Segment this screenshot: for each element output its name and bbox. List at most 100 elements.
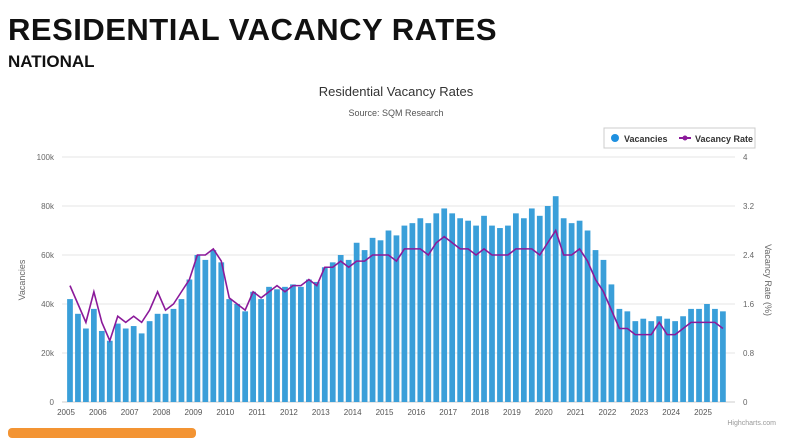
vacancy-rate-line	[69, 228, 724, 344]
vacancies-bar	[98, 330, 105, 402]
axes: 0 0 20k 0.8 40k 1.6 60k 2.4 80k 3.2 100k 4 2005 2006 2…	[37, 153, 755, 417]
vacancies-bar	[186, 279, 193, 402]
x-tick-label: 2018	[471, 408, 489, 417]
vacancies-bar	[170, 308, 177, 402]
vacancies-bar	[67, 299, 73, 402]
vacancies-bar	[313, 281, 320, 402]
x-tick-label: 2007	[121, 408, 139, 417]
x-tick-label: 2006	[89, 408, 107, 417]
vacancies-bar	[417, 218, 424, 402]
vacancies-bar	[640, 318, 647, 402]
vacancies-bar	[385, 230, 392, 402]
vacancies-bar	[106, 340, 113, 402]
legend-rate-marker-icon	[682, 135, 688, 141]
y-tick-label: 100k	[37, 153, 55, 162]
x-tick-label: 2010	[216, 408, 234, 417]
vacancies-bar	[568, 223, 575, 402]
vacancy-rate-series	[69, 228, 724, 344]
vacancies-bar	[608, 284, 615, 402]
x-tick-label: 2023	[630, 408, 648, 417]
vacancies-bar	[274, 289, 280, 402]
vacancies-bar	[122, 328, 129, 402]
vacancies-bar	[592, 250, 599, 402]
vacancies-bar	[536, 215, 543, 402]
vacancies-bar	[624, 311, 631, 402]
page-subheading: NATIONAL	[8, 52, 95, 71]
vacancies-bar	[178, 299, 185, 402]
y2-tick-label: 4	[743, 153, 748, 162]
page-heading: RESIDENTIAL VACANCY RATES	[8, 12, 498, 47]
vacancies-bar	[162, 313, 169, 402]
vacancies-bar	[282, 286, 288, 402]
orange-button[interactable]	[8, 428, 196, 438]
x-tick-label: 2013	[312, 408, 330, 417]
vacancies-bar	[473, 225, 479, 402]
vacancies-bar	[290, 284, 296, 402]
x-tick-label: 2020	[535, 408, 553, 417]
vacancies-bar	[489, 225, 495, 402]
vacancies-bar	[234, 304, 241, 402]
vacancies-bar	[242, 311, 249, 402]
vacancies-bar	[505, 225, 511, 402]
vacancies-bar	[83, 328, 89, 402]
x-tick-label: 2025	[694, 408, 712, 417]
y-tick-label: 80k	[41, 202, 55, 211]
vacancies-bar	[218, 262, 225, 402]
vacancies-bar	[696, 308, 702, 402]
vacancies-bar	[337, 255, 344, 402]
y-tick-label: 40k	[41, 300, 55, 309]
vacancies-bar	[552, 196, 559, 402]
vacancies-bar	[688, 308, 694, 402]
x-tick-label: 2015	[376, 408, 394, 417]
legend-vacancies-icon	[611, 134, 619, 142]
vacancies-bar	[712, 308, 718, 402]
vacancies-bar	[441, 208, 448, 402]
vacancies-bar	[393, 235, 400, 402]
vacancies-bar	[91, 308, 97, 402]
vacancies-bar	[114, 323, 121, 402]
vacancies-bar	[576, 220, 583, 402]
vacancies-bar	[425, 223, 432, 402]
legend: Vacancies Vacancy Rate	[603, 127, 756, 149]
x-tick-label: 2021	[567, 408, 585, 417]
x-tick-label: 2014	[344, 408, 362, 417]
y-tick-label: 20k	[41, 349, 55, 358]
vacancies-bar	[321, 267, 328, 402]
vacancies-bar	[226, 299, 233, 402]
vacancies-bar	[664, 318, 671, 402]
vacancies-bars	[67, 196, 726, 402]
vacancies-bar	[544, 206, 551, 402]
x-tick-label: 2024	[662, 408, 680, 417]
y-axis-label: Vacancies	[17, 259, 27, 300]
x-tick-label: 2008	[153, 408, 171, 417]
vacancies-bar	[680, 316, 686, 402]
legend-vacancy-rate[interactable]: Vacancy Rate	[695, 134, 753, 144]
vacancies-bar	[298, 286, 304, 402]
y2-tick-label: 2.4	[743, 251, 755, 260]
vacancies-bar	[600, 259, 607, 402]
vacancies-bar	[465, 220, 471, 402]
vacancies-bar	[632, 321, 639, 402]
vacancies-bar	[584, 230, 591, 402]
vacancies-bar	[146, 321, 153, 402]
x-tick-label: 2009	[185, 408, 203, 417]
vacancies-bar	[194, 255, 201, 402]
legend-vacancies[interactable]: Vacancies	[624, 134, 668, 144]
y2-axis-label: Vacancy Rate (%)	[763, 244, 773, 316]
vacancies-bar	[202, 259, 209, 402]
vacancies-bar	[513, 213, 519, 402]
vacancies-bar	[560, 218, 567, 402]
vacancies-bar	[138, 333, 145, 402]
vacancies-bar	[704, 304, 710, 402]
y2-tick-label: 0	[743, 398, 748, 407]
credit[interactable]: Highcharts.com	[727, 420, 776, 427]
vacancies-bar	[656, 316, 663, 402]
x-tick-label: 2011	[248, 408, 266, 417]
x-tick-label: 2016	[407, 408, 425, 417]
vacancies-bar	[449, 213, 456, 402]
vacancies-bar	[616, 308, 623, 402]
vacancies-bar	[720, 311, 726, 402]
y2-tick-label: 1.6	[743, 300, 755, 309]
x-tick-label: 2019	[503, 408, 521, 417]
